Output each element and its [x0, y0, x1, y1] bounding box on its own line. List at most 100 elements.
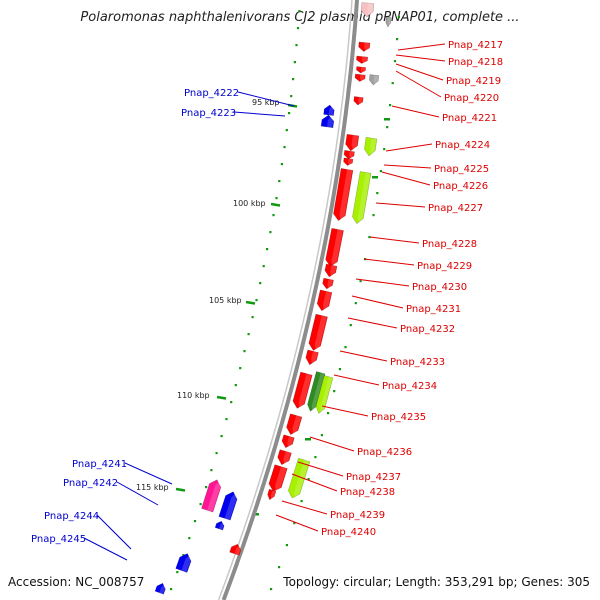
gene-feature[interactable] [291, 371, 313, 410]
gc-dot [283, 146, 286, 149]
gene-feature[interactable] [345, 133, 360, 152]
gene-feature[interactable] [276, 449, 292, 467]
gene-feature[interactable] [360, 2, 375, 18]
gene-feature[interactable] [304, 349, 319, 366]
label-leader [363, 258, 415, 266]
gene-label[interactable]: Pnap_4221 [442, 113, 497, 124]
gene-label[interactable]: Pnap_4217 [448, 40, 503, 51]
gene-label[interactable]: Pnap_4242 [63, 478, 118, 489]
label-leader [385, 143, 433, 152]
gc-dot [266, 248, 269, 251]
gc-dot [182, 554, 185, 557]
gc-dot [296, 27, 300, 30]
gene-feature[interactable] [320, 114, 335, 129]
gene-label[interactable]: Pnap_4224 [435, 140, 490, 151]
gene-label[interactable]: Pnap_4223 [181, 108, 236, 119]
gene-feature[interactable] [266, 488, 277, 501]
gene-label[interactable]: Pnap_4225 [434, 164, 489, 175]
gc-dot [285, 544, 288, 547]
label-leader [116, 481, 159, 506]
gene-feature[interactable] [343, 149, 355, 160]
gene-feature[interactable] [201, 478, 222, 513]
label-leader [395, 54, 446, 62]
gene-feature[interactable] [354, 73, 366, 82]
gene-feature[interactable] [385, 16, 392, 28]
gene-label[interactable]: Pnap_4238 [340, 487, 395, 498]
gc-dot [344, 346, 347, 349]
gene-feature[interactable] [214, 520, 225, 531]
gene-feature[interactable] [356, 66, 367, 74]
accession-text: Accession: NC_008757 [8, 575, 145, 589]
label-leader [355, 278, 410, 287]
gc-dot [176, 571, 179, 574]
gc-dot [293, 61, 296, 64]
gc-dot [278, 566, 281, 569]
gene-feature[interactable] [175, 552, 193, 573]
gene-feature[interactable] [229, 543, 243, 556]
gene-feature[interactable] [358, 41, 371, 52]
gene-feature[interactable] [316, 289, 333, 312]
gene-label[interactable]: Pnap_4245 [31, 534, 86, 545]
gene-feature[interactable] [332, 168, 354, 222]
gene-feature[interactable] [286, 457, 311, 500]
gene-label[interactable]: Pnap_4232 [400, 324, 455, 335]
scale-tick [270, 202, 281, 207]
page-title: Polaromonas naphthalenivorans CJ2 plasmi… [80, 10, 520, 25]
gc-dot [199, 503, 202, 506]
gene-label[interactable]: Pnap_4240 [321, 527, 376, 538]
gene-label[interactable]: Pnap_4228 [422, 239, 477, 250]
gene-label[interactable]: Pnap_4218 [448, 57, 503, 68]
gene-label[interactable]: Pnap_4234 [382, 381, 437, 392]
gene-label[interactable]: Pnap_4241 [72, 459, 127, 470]
topology-text: Topology: circular; Length: 353,291 bp; … [283, 575, 590, 589]
gene-feature[interactable] [343, 157, 354, 166]
gene-feature[interactable] [267, 464, 288, 494]
gene-label[interactable]: Pnap_4220 [444, 93, 499, 104]
gene-feature[interactable] [368, 74, 380, 86]
gc-dot [293, 522, 296, 525]
gene-label[interactable]: Pnap_4230 [412, 282, 467, 293]
gc-dot [288, 112, 291, 115]
gene-label[interactable]: Pnap_4227 [428, 203, 483, 214]
gc-dot [259, 282, 262, 285]
label-leader [237, 91, 295, 107]
gc-dot [298, 10, 301, 13]
gene-feature[interactable] [353, 96, 364, 106]
scale-tick [245, 300, 256, 305]
gc-dash [305, 438, 311, 441]
gc-dot [270, 588, 273, 591]
gene-feature[interactable] [324, 263, 338, 278]
gene-feature[interactable] [154, 582, 167, 595]
gc-dot [193, 520, 197, 523]
gene-feature[interactable] [322, 277, 334, 290]
gene-label[interactable]: Pnap_4237 [346, 472, 401, 483]
gc-dot [170, 588, 173, 591]
gene-feature[interactable] [324, 227, 344, 268]
gene-feature[interactable] [307, 313, 328, 352]
gene-feature[interactable] [356, 55, 369, 64]
gene-label[interactable]: Pnap_4231 [406, 304, 461, 315]
gene-label[interactable]: Pnap_4239 [330, 510, 385, 521]
label-leader [291, 473, 338, 492]
gene-label[interactable]: Pnap_4219 [446, 76, 501, 87]
gene-label[interactable]: Pnap_4222 [184, 88, 239, 99]
gene-feature[interactable] [280, 434, 295, 450]
gc-dot [239, 367, 242, 370]
gene-label[interactable]: Pnap_4235 [371, 412, 426, 423]
gene-feature[interactable] [314, 375, 334, 414]
gene-feature[interactable] [323, 104, 335, 116]
gene-label[interactable]: Pnap_4236 [357, 447, 412, 458]
gc-dot [295, 44, 298, 47]
gene-label[interactable]: Pnap_4244 [44, 511, 99, 522]
label-leader [333, 374, 380, 386]
gene-feature[interactable] [351, 171, 372, 225]
gene-label[interactable]: Pnap_4229 [417, 261, 472, 272]
gene-feature[interactable] [218, 490, 239, 521]
gc-dot [338, 368, 341, 371]
gene-feature[interactable] [363, 136, 378, 157]
gene-label[interactable]: Pnap_4233 [390, 357, 445, 368]
gc-dot [278, 180, 281, 183]
gene-feature[interactable] [285, 413, 303, 437]
gene-label[interactable]: Pnap_4226 [433, 181, 488, 192]
